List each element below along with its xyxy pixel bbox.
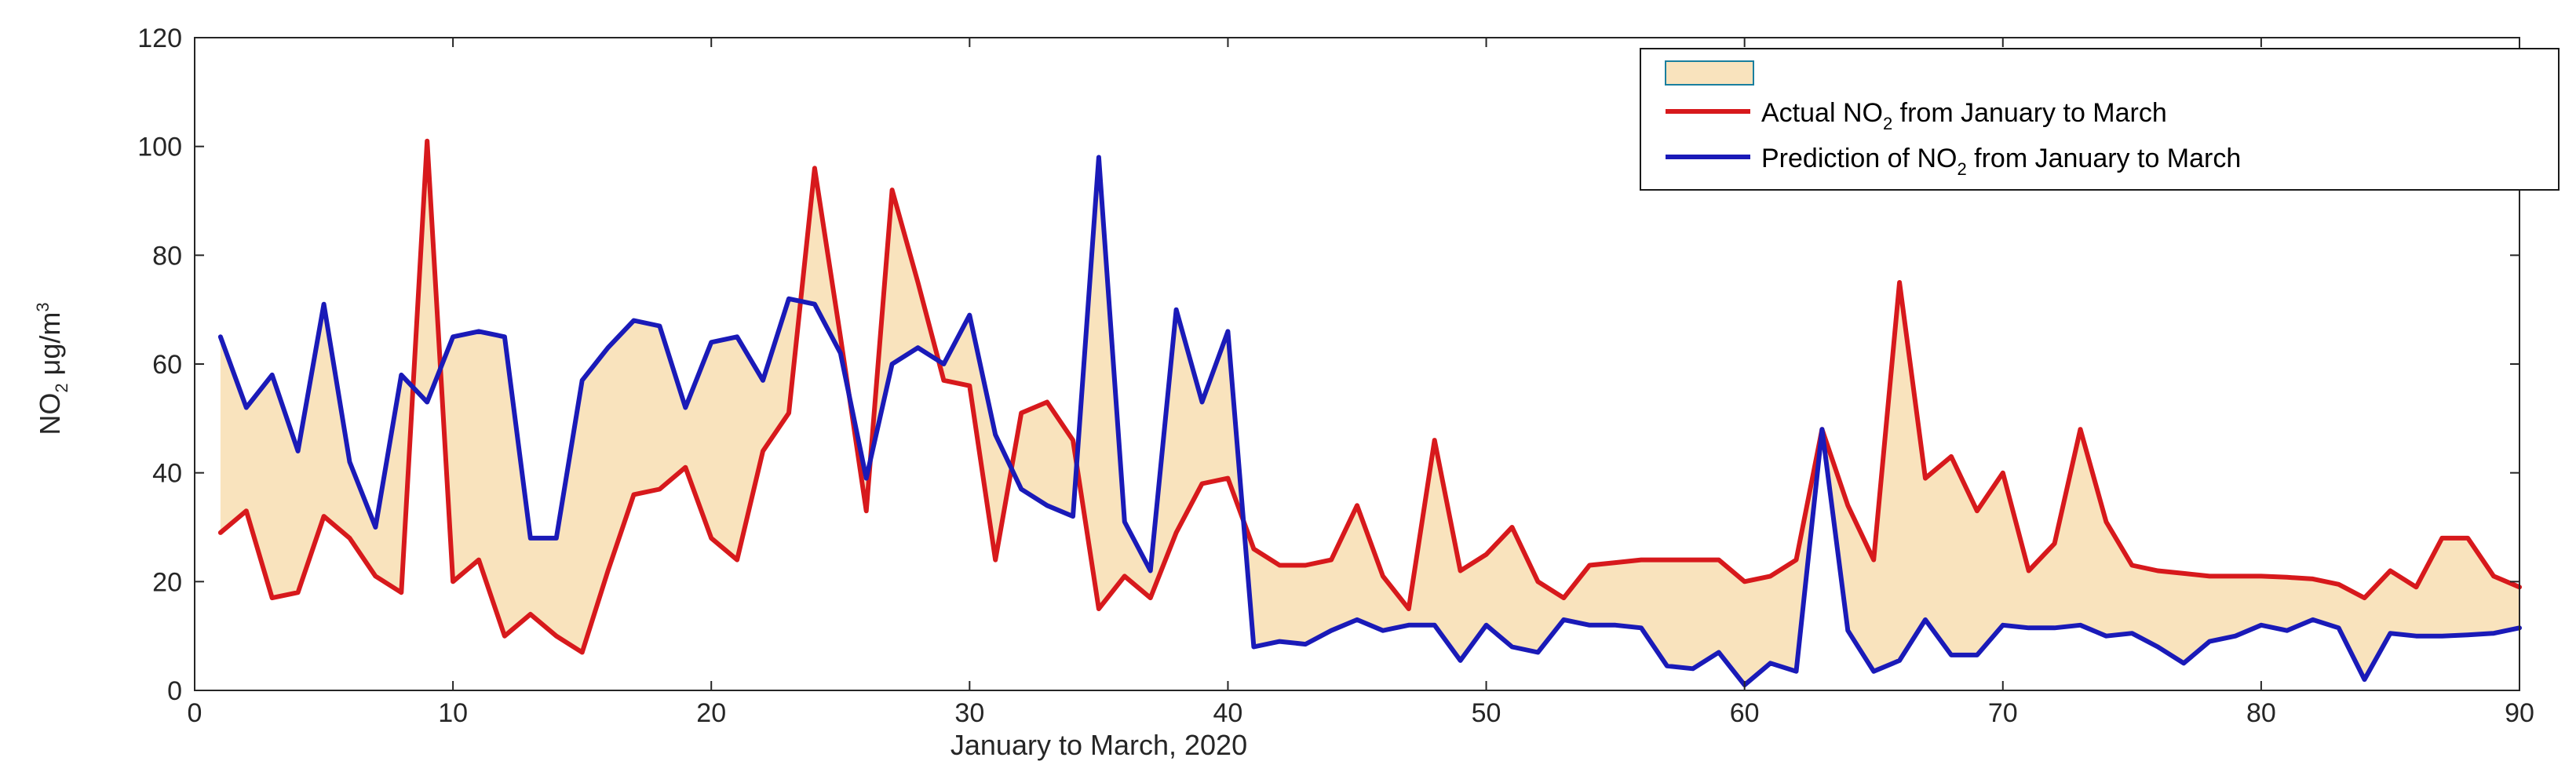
y-tick-label: 20 <box>152 567 182 597</box>
x-tick-label: 50 <box>1472 698 1501 728</box>
legend-prediction-text: Prediction of NO <box>1761 144 1957 173</box>
legend-actual-text: Actual NO <box>1761 98 1883 128</box>
prediction-series-line <box>217 155 2522 688</box>
y-tick-label: 40 <box>152 459 182 489</box>
legend-prediction-subscript: 2 <box>1957 159 1966 179</box>
legend-prediction-suffix: from January to March <box>1967 144 2242 173</box>
x-axis-label: January to March, 2020 <box>950 729 1247 761</box>
x-tick-label: 60 <box>1730 698 1760 728</box>
y-axis-label-unit: μg/m <box>34 312 66 384</box>
y-axis-label: NO2 μg/m3 <box>33 302 71 435</box>
legend: Actual NO2 from January to March Predict… <box>1640 48 2560 191</box>
legend-actual-label: Actual NO2 from January to March <box>1761 98 2167 133</box>
axes: 0 10 20 30 40 50 60 70 80 90 0 20 40 60 80 100 120 <box>137 24 2534 728</box>
y-tick-label: 60 <box>152 350 182 380</box>
y-axis-label-superscript: 3 <box>33 302 53 311</box>
x-tick-label: 80 <box>2246 698 2276 728</box>
y-tick-label: 120 <box>137 24 182 53</box>
fill-between-band <box>220 140 2520 686</box>
x-tick-label: 10 <box>438 698 468 728</box>
x-tick-label: 20 <box>696 698 726 728</box>
legend-fill-swatch <box>1665 60 1754 86</box>
y-tick-label: 0 <box>167 676 182 706</box>
actual-series-line <box>217 138 2522 655</box>
x-tick-label: 70 <box>1988 698 2018 728</box>
legend-prediction-label: Prediction of NO2 from January to March <box>1761 144 2241 179</box>
legend-box <box>1640 48 2560 191</box>
y-axis-label-main: NO <box>34 393 66 435</box>
legend-actual-suffix: from January to March <box>1892 98 2167 128</box>
plot-area <box>217 138 2522 688</box>
x-tick-label: 0 <box>188 698 203 728</box>
y-axis-label-subscript: 2 <box>52 383 71 392</box>
y-tick-label: 100 <box>137 133 182 162</box>
x-tick-label: 30 <box>954 698 984 728</box>
y-tick-label: 80 <box>152 241 182 271</box>
x-tick-label: 40 <box>1213 698 1243 728</box>
x-tick-label: 90 <box>2505 698 2534 728</box>
legend-actual-subscript: 2 <box>1883 114 1892 133</box>
